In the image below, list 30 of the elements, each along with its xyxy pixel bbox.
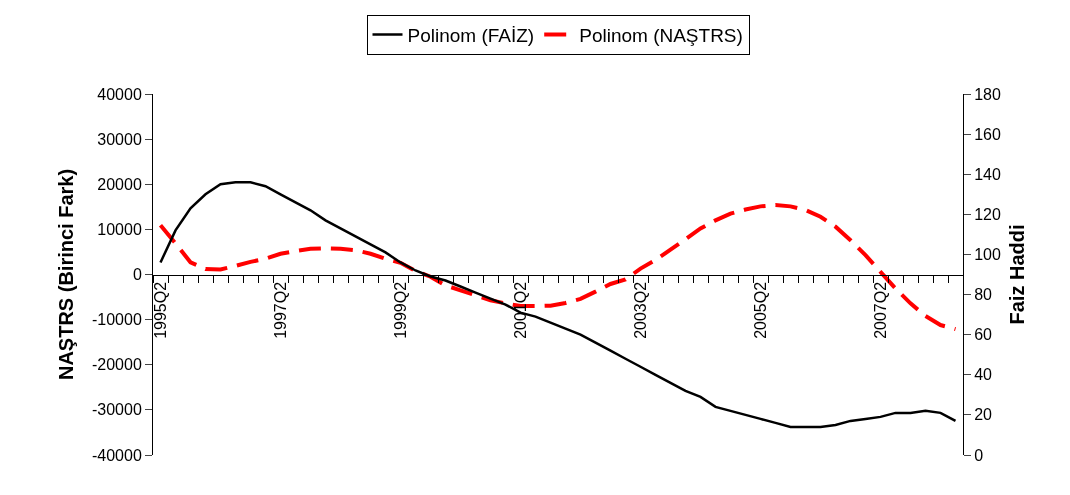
legend-label: Polinom (NAŞTRS) — [579, 24, 743, 46]
x-tick-label: 2001Q2 — [511, 281, 529, 339]
y-tick-label: 10000 — [97, 220, 142, 238]
y2-tick-label: 160 — [974, 125, 1001, 143]
x-tick-label: 2007Q2 — [871, 281, 889, 339]
x-tick-label: 2005Q2 — [751, 281, 769, 339]
y-tick-label: 40000 — [97, 85, 142, 103]
y-tick-label: 0 — [132, 266, 142, 284]
y2-tick-label: 180 — [974, 85, 1001, 103]
y-tick-label: 30000 — [97, 130, 142, 148]
y2-tick-label: 100 — [974, 246, 1001, 264]
y2-tick-label: 40 — [974, 366, 993, 384]
y2-axis-title: Faiz Haddi — [1006, 224, 1029, 325]
y-tick-label: -10000 — [91, 311, 142, 329]
x-tick-label: 1997Q2 — [271, 281, 289, 339]
x-tick-label: 1995Q2 — [151, 281, 169, 339]
y-tick-label: 20000 — [97, 175, 142, 193]
x-tick-label: 2003Q2 — [631, 281, 649, 339]
y2-tick-label: 140 — [974, 165, 1001, 183]
y2-tick-label: 60 — [974, 326, 993, 344]
y2-tick-label: 0 — [974, 446, 984, 464]
y-tick-label: -20000 — [91, 356, 142, 374]
y-axis-title: NAŞTRS (Birinci Fark) — [55, 168, 78, 381]
y2-tick-label: 20 — [974, 406, 993, 424]
x-tick-label: 1999Q2 — [391, 281, 409, 339]
y-tick-label: -40000 — [91, 446, 142, 464]
legend-label: Polinom (FAİZ) — [407, 24, 535, 46]
y-tick-label: -30000 — [91, 401, 142, 419]
y2-tick-label: 120 — [974, 205, 1001, 223]
y2-tick-label: 80 — [974, 286, 993, 304]
